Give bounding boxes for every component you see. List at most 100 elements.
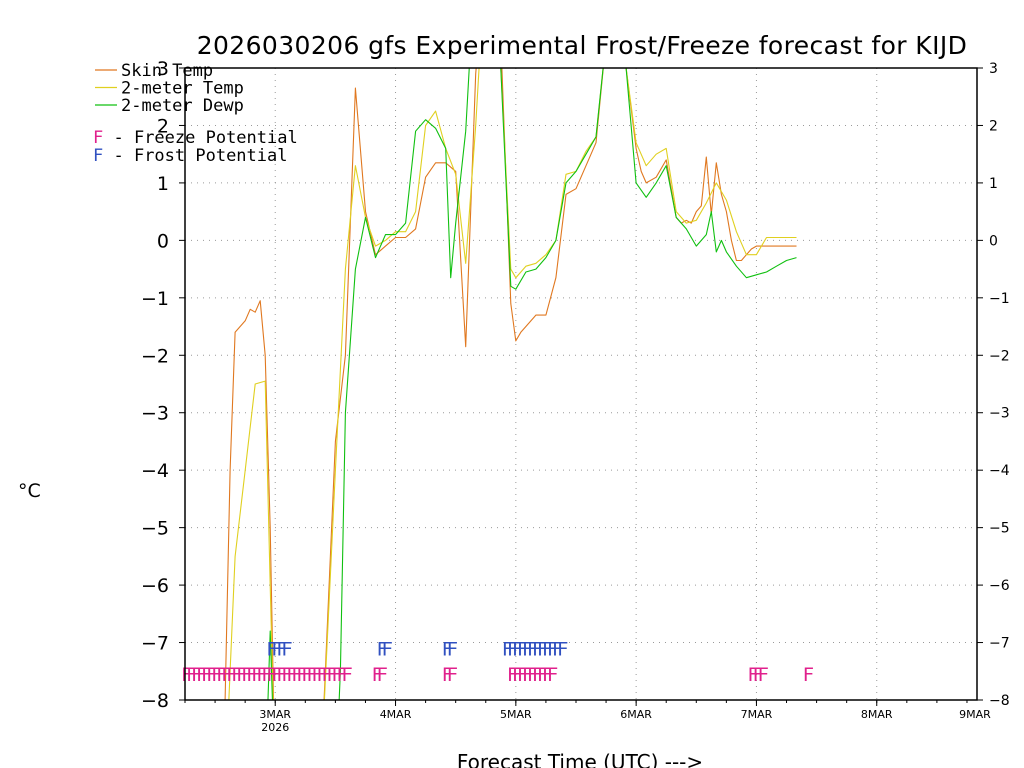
frost-flag: F [522,638,533,660]
freeze-flag: F [221,664,232,686]
x-tick-label: 8MAR [861,708,893,721]
freeze-flag: F [266,664,277,686]
freeze-flag: F [191,664,202,686]
y-tick-label: 3 [157,58,169,80]
x-tick-label: 9MAR [959,708,991,721]
y-tick-label: −5 [141,518,169,540]
legend-label: 2-meter Temp [121,79,244,99]
frost-flag: F [507,638,518,660]
chart-title: 2026030206 gfs Experimental Frost/Freeze… [197,31,968,60]
freeze-flag: F [296,664,307,686]
series-line-skin-temp [224,68,797,700]
right-axis-ticks: 3 2 1 0 −1 −2 −3 −4 −5 −6 −7 −8 [977,61,1010,709]
freeze-flag: F [527,664,538,686]
freeze-flag: F [341,664,352,686]
freeze-flag: F [251,664,262,686]
y-tick-label: 1 [157,173,169,195]
freeze-flag: F [371,664,382,686]
y-tick-label: 2 [157,115,169,137]
freeze-flag: F [757,664,768,686]
freeze-flag: F [216,664,227,686]
y-tick-label: 0 [157,230,169,252]
right-tick-label: −5 [989,521,1010,537]
series-line-2-meter-temp [228,68,797,700]
grid-lines [185,68,977,700]
frost-flag: F [542,638,553,660]
frost-flag: F [382,638,393,660]
frost-flag: F [442,638,453,660]
right-tick-label: −2 [989,348,1010,364]
y-tick-label: −6 [141,575,169,597]
freeze-flag: F [226,664,237,686]
freeze-flag: F [241,664,252,686]
frost-flag: F [527,638,538,660]
freeze-flag: F [522,664,533,686]
freeze-flag: F [181,664,192,686]
y-axis-ticks: 3 2 1 0 −1 −2 −3 −4 −5 −6 −7 −8 [141,58,185,712]
right-tick-label: −3 [989,406,1010,422]
y-tick-label: −8 [141,690,169,712]
flag-legend-label: F - Frost Potential [93,146,287,166]
freeze-flag: F [542,664,553,686]
freeze-flag: F [186,664,197,686]
y-tick-label: −2 [141,345,169,367]
legend-label: Skin Temp [121,61,213,81]
freeze-flag: F [537,664,548,686]
plot-frame [184,67,978,701]
freeze-flag: F [331,664,342,686]
freeze-flag: F [256,664,267,686]
freeze-flag: F [196,664,207,686]
freeze-flag: F [211,664,222,686]
freeze-flag: F [517,664,528,686]
right-tick-label: −7 [989,636,1010,652]
freeze-flag: F [316,664,327,686]
frost-flag: F [376,638,387,660]
frost-flag: F [552,638,563,660]
right-tick-label: −8 [989,693,1010,709]
right-tick-label: 2 [989,118,998,134]
right-tick-label: −1 [989,291,1010,307]
freeze-flag: F [306,664,317,686]
frost-flag: F [276,638,287,660]
frost-flag: F [281,638,292,660]
frost-flag: F [517,638,528,660]
freeze-flag: F [376,664,387,686]
freeze-flag: F [752,664,763,686]
frost-flag: F [557,638,568,660]
freeze-flag: F [231,664,242,686]
freeze-flag: F [803,664,814,686]
series-lines [224,68,797,700]
freeze-flag: F [321,664,332,686]
freeze-flag: F [311,664,322,686]
x-axis-label: Forecast Time (UTC) ---> [457,750,703,768]
right-tick-label: −6 [989,578,1010,594]
frost-flag: F [502,638,513,660]
frost-flag: F [266,638,277,660]
frost-flag: F [447,638,458,660]
x-tick-year: 2026 [261,721,289,734]
y-axis-label: °C [18,480,41,502]
freeze-flag: F [286,664,297,686]
flag-legend-label: F - Freeze Potential [93,128,298,148]
right-tick-label: 0 [989,233,998,249]
freeze-flag: F [512,664,523,686]
right-tick-label: 3 [989,61,998,77]
right-tick-label: 1 [989,176,998,192]
freeze-flag: F [236,664,247,686]
x-tick-label: 7MAR [741,708,773,721]
freeze-flag: F [206,664,217,686]
freeze-flag: F [271,664,282,686]
legend-label: 2-meter Dewp [121,96,244,116]
frost-flag: F [512,638,523,660]
freeze-flag: F [532,664,543,686]
series-line-2-meter-dewp [267,68,797,700]
freeze-flag: F [261,664,272,686]
y-tick-label: −3 [141,403,169,425]
freeze-flag: F [201,664,212,686]
freeze-flag: F [281,664,292,686]
x-tick-label: 4MAR [380,708,412,721]
